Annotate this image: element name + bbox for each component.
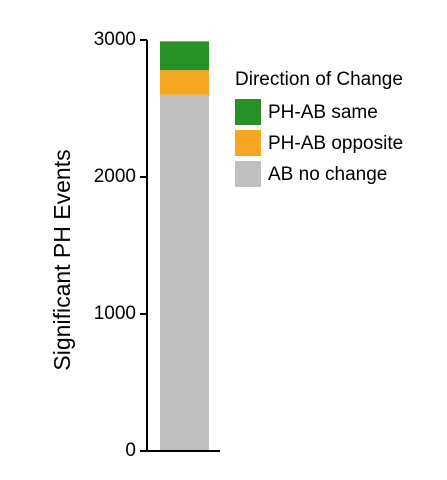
y-tick-label: 3000 bbox=[94, 29, 136, 50]
legend-title: Direction of Change bbox=[235, 69, 403, 90]
y-axis-ticks: 0 1000 2000 3000 bbox=[94, 29, 147, 461]
bar-segment-ph-ab-opposite bbox=[160, 70, 209, 95]
legend-items: PH-AB same PH-AB opposite AB no change bbox=[235, 99, 403, 187]
y-axis-title-group: Significant PH Events bbox=[49, 149, 75, 370]
y-tick-label: 1000 bbox=[94, 303, 136, 324]
y-axis-title: Significant PH Events bbox=[49, 149, 75, 370]
bar-segment-ab-no-change bbox=[160, 94, 209, 452]
legend-swatch-ab-no-change bbox=[235, 161, 261, 187]
bar-stack bbox=[160, 41, 209, 452]
bar-segment-ph-ab-same bbox=[160, 41, 209, 71]
legend-swatch-ph-ab-same bbox=[235, 99, 261, 125]
y-tick-label: 0 bbox=[125, 440, 136, 461]
legend-label-ab-no-change: AB no change bbox=[268, 164, 387, 185]
legend: Direction of Change PH-AB same PH-AB oppo… bbox=[235, 69, 403, 187]
legend-label-ph-ab-opposite: PH-AB opposite bbox=[268, 133, 403, 154]
legend-swatch-ph-ab-opposite bbox=[235, 130, 261, 156]
y-tick-label: 2000 bbox=[94, 166, 136, 187]
legend-label-ph-ab-same: PH-AB same bbox=[268, 102, 378, 123]
